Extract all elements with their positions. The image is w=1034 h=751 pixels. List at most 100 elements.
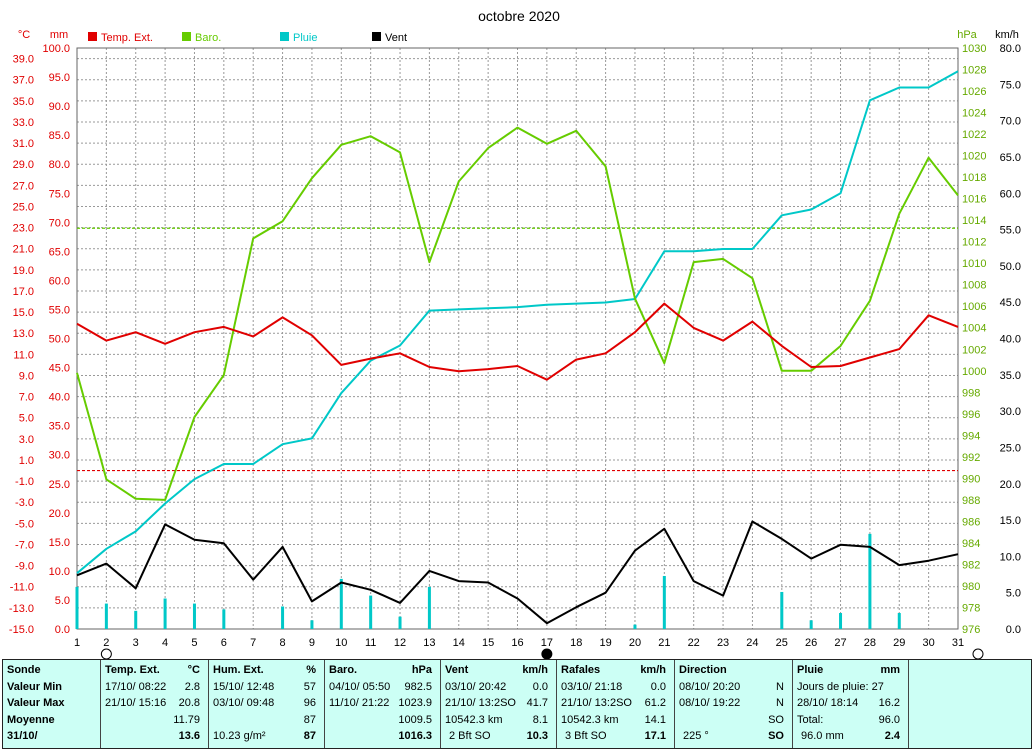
chart-legend: Temp. Ext. Baro. Pluie Vent [88,32,407,44]
rain-total-label: Total: [797,713,824,726]
legend-swatch [280,32,289,41]
rain-bar [222,609,226,629]
baro-min-time: 05:50 [362,680,391,693]
temp-tick-label: 21.0 [13,244,34,256]
rain-tick-label: 20.0 [49,508,70,520]
rain-tick-label: 25.0 [49,479,70,491]
wind-min-time: 20:42 [478,680,507,693]
hum-abs: 10.23 g/m² [213,730,266,742]
hum-min-val: 57 [303,680,316,693]
baro-tick-label: 988 [962,495,980,507]
wind-tick-label: 35.0 [1000,370,1021,382]
hum-max-date: 03/10/ [213,697,244,709]
gust-unit: km/h [640,664,666,676]
baro-tick-label: 984 [962,538,980,550]
temp-unit: °C [187,664,200,676]
x-tick-label: 23 [717,637,729,649]
rain-bar [662,575,666,629]
rain-bar [339,578,343,629]
rain-tick-label: 60.0 [49,275,70,287]
wind-axis-unit: km/h [995,29,1019,41]
wind-tick-label: 15.0 [1000,515,1021,527]
summary-rain: Pluie mm Jours de pluie: 27 28/10/ 18:14 1… [793,660,909,748]
hum-min-date: 15/10/ [213,680,244,693]
x-tick-label: 17 [541,637,553,649]
wind-max-time: 13:2 [478,697,501,709]
summary-labels: Sonde Valeur Min Valeur Max Moyenne 31/1… [3,660,101,748]
temp-max-date: 21/10/ [105,697,136,709]
temp-tick-label: -7.0 [15,539,34,551]
baro-tick-label: 994 [962,430,980,442]
rain-bar [75,586,79,629]
x-tick-label: 31 [952,637,964,649]
summary-empty [909,660,1031,748]
temp-tick-label: -11.0 [10,582,34,594]
rain-today-total: 96.0 mm [801,730,844,742]
summary-temp: Temp. Ext. °C 17/10/ 08:22 2.8 21/10/ 15:1… [101,660,209,748]
x-tick-label: 30 [923,637,935,649]
rain-bar [369,595,373,629]
rain-bar [163,598,167,629]
temp-tick-label: -15.0 [9,624,34,636]
baro-tick-label: 990 [962,473,980,485]
legend-label: Pluie [293,32,317,44]
wind-tick-label: 80.0 [1000,43,1021,55]
rain-bar [839,613,843,629]
temp-tick-label: -13.0 [9,603,34,615]
wind-today: 10.3 [526,730,548,742]
gust-max-time: 13:2 [594,697,617,709]
temp-max-val: 20.8 [178,697,200,709]
baro-max-val: 1023.9 [398,697,432,709]
series-line-baro [76,126,959,501]
baro-axis-unit: hPa [957,29,977,41]
wind-tick-label: 25.0 [1000,442,1021,454]
wind-title: Vent [445,664,469,676]
baro-tick-label: 1000 [962,366,986,378]
baro-tick-label: 1010 [962,258,986,270]
dir-max-time: 19:22 [712,697,741,709]
hum-max-time: 09:48 [246,697,275,709]
baro-tick-label: 1022 [962,129,986,141]
hum-min-time: 12:48 [246,680,275,693]
rain-unit: mm [880,664,900,676]
baro-tick-label: 1016 [962,194,986,206]
chart-grid [76,47,959,630]
temp-tick-label: -1.0 [15,476,34,488]
series-line-pluie [76,70,959,574]
rain-tick-label: 95.0 [49,72,70,84]
rain-tick-label: 90.0 [49,101,70,113]
rain-total: 96.0 [878,713,900,726]
temp-tick-label: 27.0 [13,180,34,192]
baro-tick-label: 992 [962,452,980,464]
x-tick-label: 12 [394,637,406,649]
hum-avg: 87 [303,713,316,726]
temp-tick-label: 11.0 [13,349,34,361]
x-tick-label: 20 [629,637,641,649]
rain-tick-label: 85.0 [49,130,70,142]
rain-title: Pluie [797,664,824,676]
rain-tick-label: 55.0 [49,304,70,316]
baro-tick-label: 1002 [962,344,986,356]
temp-min-time: 08:22 [138,680,167,693]
rain-tick-label: 80.0 [49,159,70,171]
wind-tick-label: 0.0 [1006,624,1021,636]
baro-tick-label: 1008 [962,280,986,292]
rain-days: 27 [871,680,884,693]
legend-swatch [372,32,381,41]
temp-tick-label: 31.0 [13,138,34,150]
rain-bar [281,606,285,629]
gust-min-time: 21:18 [594,680,623,693]
temp-tick-label: 19.0 [13,265,34,277]
temp-title: Temp. Ext. [105,664,160,676]
wind-max-dir: SO [500,697,516,709]
temp-tick-label: 23.0 [13,223,34,235]
wind-tick-label: 60.0 [1000,188,1021,200]
legend-label: Vent [385,32,407,44]
moon-icon [100,648,112,660]
gust-min-val: 0.0 [650,680,666,693]
x-tick-label: 9 [309,637,315,649]
wind-max-date: 21/10/ [445,697,476,709]
rain-bar [427,586,431,629]
dir-min-time: 20:20 [712,680,741,693]
weather-chart: octobre 2020 °C mm hPa km/h Temp. Ext. Ba… [9,8,1021,660]
